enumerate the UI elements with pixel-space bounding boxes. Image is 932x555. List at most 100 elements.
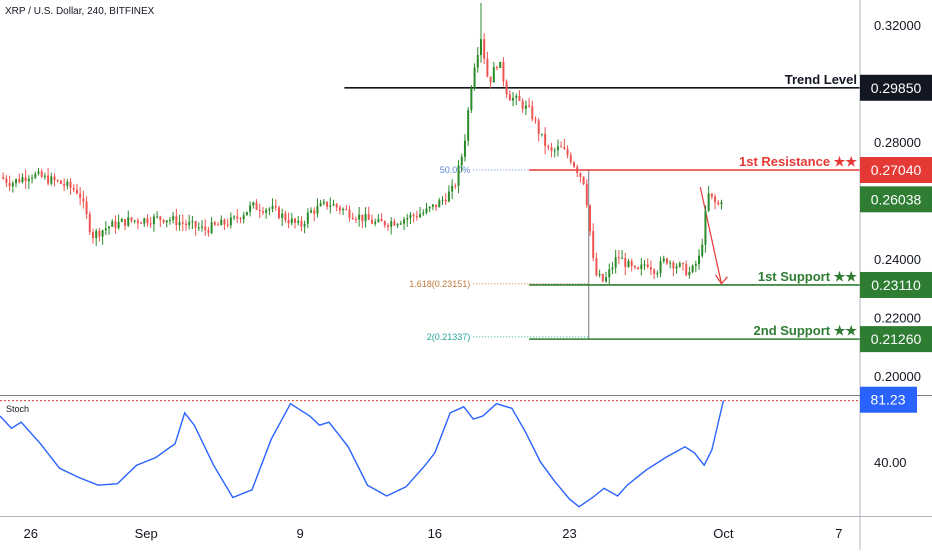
candle-body	[108, 226, 111, 229]
candle-body	[707, 193, 710, 211]
levels-layer: 50.00% 1.618(0.23151) 2(0.21337) Trend Leve…	[344, 72, 860, 342]
candle-body	[653, 269, 656, 274]
candle-body	[496, 67, 499, 69]
candle-body	[152, 216, 155, 225]
candle-body	[428, 206, 431, 209]
candle-body	[47, 175, 50, 184]
time-tick-label: 9	[297, 526, 304, 541]
candle-body	[201, 226, 204, 228]
candle-body	[553, 150, 556, 152]
candle-body	[133, 220, 136, 222]
candle-body	[502, 61, 505, 82]
candle-body	[662, 258, 665, 262]
candle-body	[101, 230, 104, 237]
candle-body	[521, 100, 524, 109]
candle-body	[438, 200, 441, 208]
candle-body	[367, 214, 370, 220]
candle-body	[226, 224, 229, 226]
candle-body	[117, 221, 120, 228]
candle-body	[290, 218, 293, 224]
candle-body	[390, 221, 393, 227]
candle-body	[515, 95, 518, 98]
candle-body	[335, 204, 338, 208]
candle-body	[88, 214, 91, 233]
candle-body	[540, 133, 543, 135]
candle-body	[569, 155, 572, 163]
candle-body	[104, 228, 107, 231]
candle-body	[486, 58, 489, 77]
candle-body	[165, 220, 168, 223]
candle-body	[326, 201, 329, 207]
time-tick-label: 7	[835, 526, 842, 541]
stoch-label: Stoch	[6, 404, 29, 414]
candle-body	[508, 94, 511, 101]
candle-body	[146, 218, 149, 224]
candle-body	[274, 206, 277, 208]
candle-body	[624, 258, 627, 268]
time-tick-label: 23	[562, 526, 576, 541]
candle-body	[435, 204, 438, 208]
candle-body	[194, 221, 197, 228]
candle-body	[483, 39, 486, 59]
candle-body	[534, 119, 537, 121]
candle-body	[236, 216, 239, 219]
candle-body	[271, 206, 274, 209]
candle-body	[611, 267, 614, 270]
candle-body	[258, 209, 261, 212]
candle-body	[342, 209, 345, 211]
candle-body	[294, 218, 296, 223]
candle-body	[303, 223, 306, 227]
current-price-badge	[860, 186, 932, 213]
price-tick-label: 0.32000	[874, 18, 921, 33]
candle-body	[358, 214, 361, 220]
candle-body	[249, 205, 252, 212]
candle-body	[181, 222, 184, 224]
candle-body	[582, 176, 585, 184]
candle-body	[329, 205, 332, 207]
candle-body	[377, 219, 380, 222]
price-layer	[2, 2, 723, 285]
projection-arrow-head	[714, 274, 728, 285]
level-label: 2nd Support ★★	[754, 323, 858, 338]
candle-body	[239, 218, 242, 220]
candle-body	[204, 226, 207, 230]
candle-body	[168, 219, 171, 221]
candle-body	[245, 211, 248, 216]
candle-body	[175, 216, 178, 226]
candle-body	[717, 202, 720, 205]
candle-body	[197, 227, 200, 229]
candle-body	[66, 181, 69, 186]
candle-body	[614, 257, 617, 268]
candle-body	[2, 177, 5, 179]
candle-body	[184, 223, 187, 226]
candle-body	[287, 220, 290, 224]
candle-body	[621, 258, 624, 260]
candle-body	[261, 211, 264, 213]
level-label: Trend Level	[785, 72, 857, 87]
candle-body	[605, 277, 608, 282]
candle-body	[111, 221, 114, 227]
candle-body	[463, 140, 466, 157]
time-tick-label: Oct	[713, 526, 734, 541]
candle-body	[40, 171, 43, 177]
candle-body	[528, 105, 531, 107]
candle-body	[268, 208, 271, 211]
candle-body	[306, 212, 309, 224]
candle-body	[524, 105, 527, 109]
time-tick-label: 26	[24, 526, 38, 541]
candle-body	[608, 269, 611, 278]
candle-body	[21, 177, 24, 183]
candle-body	[27, 178, 30, 182]
candle-body	[43, 175, 46, 177]
candle-body	[265, 210, 268, 213]
candle-body	[380, 219, 383, 222]
candle-body	[345, 209, 348, 211]
candle-body	[348, 209, 351, 218]
candle-body	[75, 189, 78, 194]
candle-body	[451, 185, 454, 192]
candle-body	[630, 261, 633, 266]
candle-body	[220, 219, 223, 226]
level-label: 1st Support ★★	[758, 269, 857, 284]
candle-body	[233, 216, 236, 218]
current-price-label: 0.26038	[871, 191, 922, 207]
